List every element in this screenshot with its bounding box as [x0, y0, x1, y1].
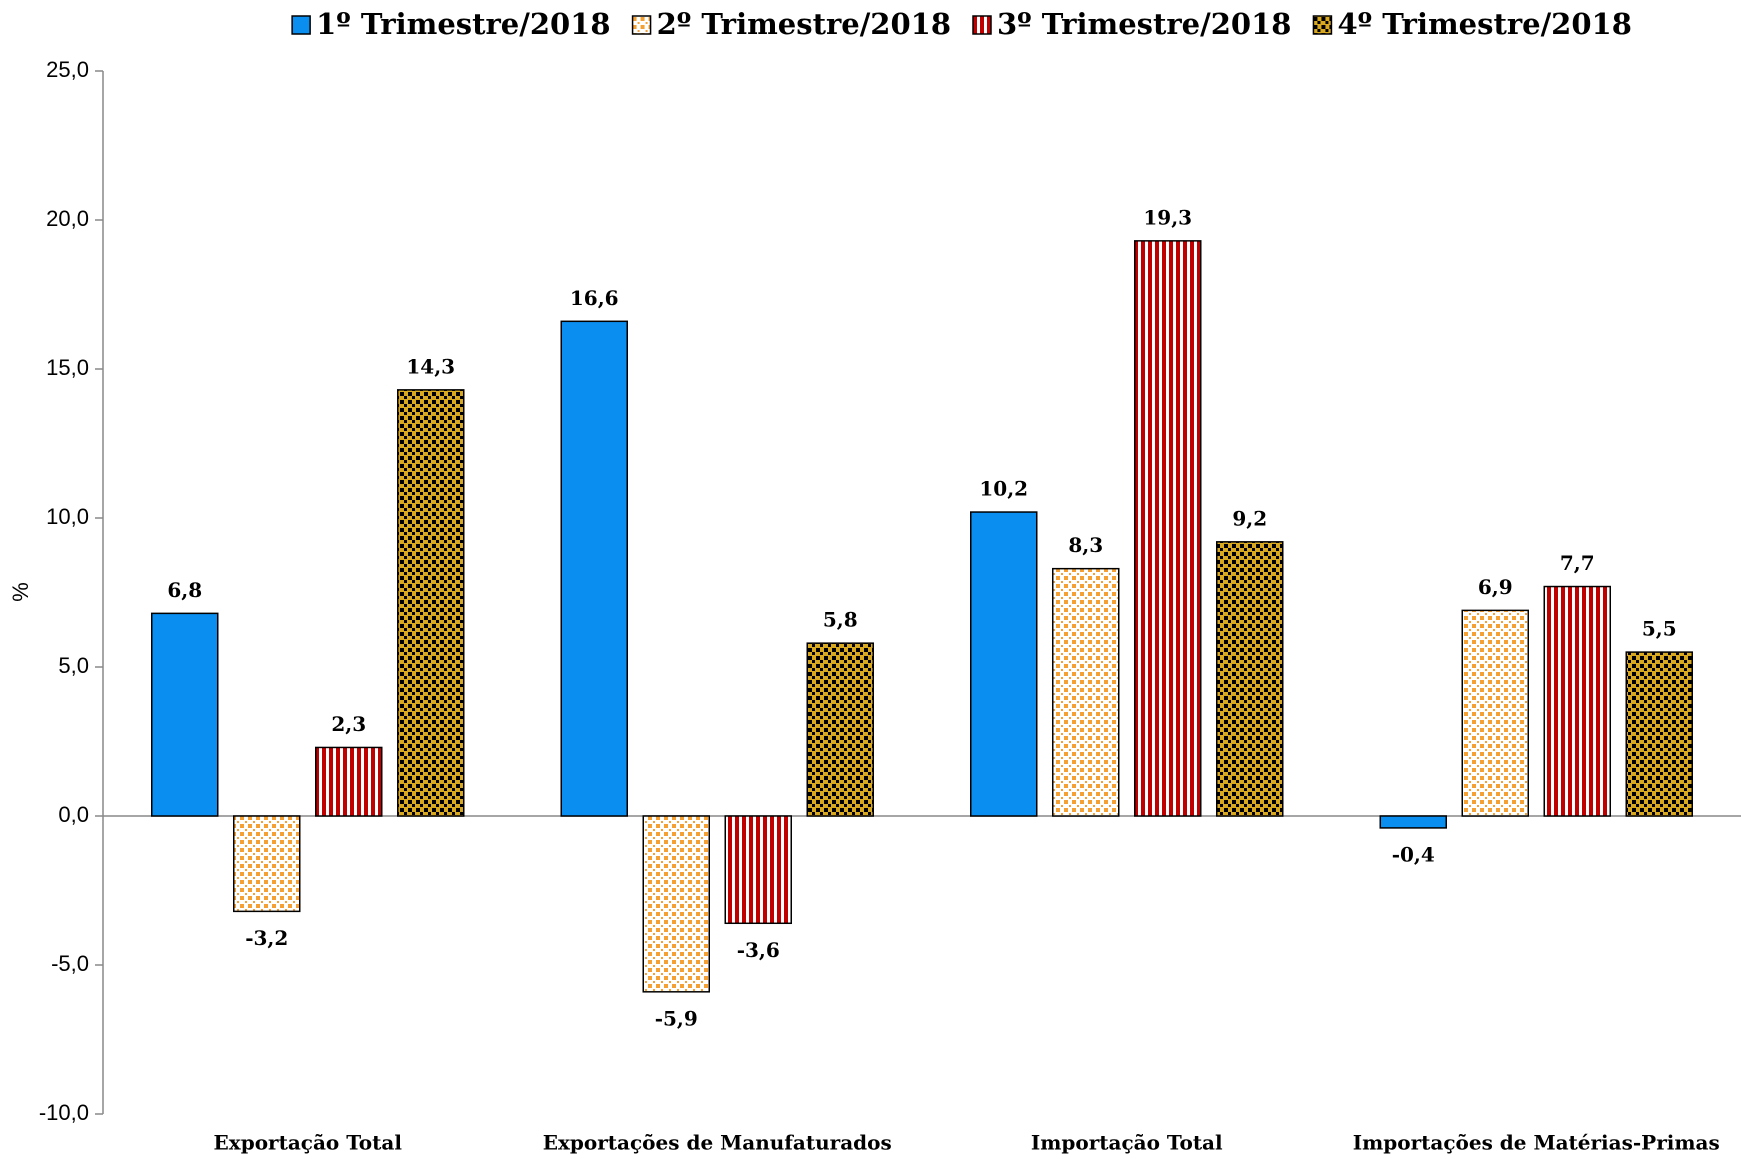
legend-swatch — [1312, 15, 1333, 35]
y-tick-label: 20,0 — [46, 206, 89, 231]
y-tick-label: 10,0 — [46, 504, 89, 529]
bar — [1461, 609, 1529, 817]
bar — [1134, 240, 1202, 817]
value-label: -3,2 — [245, 926, 288, 950]
x-tick-label: Exportação Total — [214, 1131, 403, 1155]
legend-label: 1º Trimestre/2018 — [316, 7, 610, 41]
y-tick-label: 25,0 — [46, 57, 89, 82]
legend-label: 3º Trimestre/2018 — [997, 7, 1291, 41]
x-tick-label: Exportações de Manufaturados — [543, 1131, 892, 1155]
y-axis-label: % — [8, 582, 33, 602]
value-label: 16,6 — [570, 286, 619, 310]
legend-label: 4º Trimestre/2018 — [1337, 7, 1631, 41]
legend-swatch — [972, 15, 992, 35]
bar — [1625, 651, 1693, 817]
bar — [315, 746, 383, 817]
value-label: 7,7 — [1560, 551, 1595, 575]
legend-swatch — [631, 15, 652, 35]
bar — [970, 511, 1038, 817]
legend-item: 3º Trimestre/2018 — [972, 7, 1291, 41]
x-tick-label: Importação Total — [1031, 1131, 1223, 1155]
value-label: 8,3 — [1068, 533, 1103, 557]
bar — [1379, 815, 1447, 829]
value-label: -5,9 — [655, 1006, 698, 1030]
legend-swatch — [291, 15, 311, 35]
bar — [397, 389, 465, 817]
bar — [560, 320, 628, 817]
bar — [724, 815, 792, 925]
value-label: 5,8 — [823, 608, 858, 632]
value-label: 19,3 — [1143, 205, 1192, 229]
value-label: 10,2 — [979, 477, 1028, 501]
legend-label: 2º Trimestre/2018 — [657, 7, 951, 41]
value-label: 6,9 — [1478, 575, 1513, 599]
value-label: 9,2 — [1232, 506, 1267, 530]
value-label: 5,5 — [1642, 617, 1677, 641]
y-tick-label: -5,0 — [51, 951, 89, 976]
bar — [151, 612, 219, 817]
value-label: 14,3 — [406, 354, 455, 378]
y-tick-label: 15,0 — [46, 355, 89, 380]
bar — [233, 815, 301, 913]
value-label: -0,4 — [1392, 842, 1435, 866]
bar — [1052, 567, 1120, 817]
y-tick-label: 0,0 — [58, 802, 89, 827]
bar — [1543, 585, 1611, 817]
legend-item: 1º Trimestre/2018 — [291, 7, 611, 41]
value-label: 2,3 — [331, 712, 366, 736]
value-label: 6,8 — [167, 578, 202, 602]
x-tick-label: Importações de Matérias-Primas — [1353, 1131, 1720, 1155]
legend-item: 2º Trimestre/2018 — [631, 7, 951, 41]
bar — [1216, 541, 1284, 817]
y-tick-label: 5,0 — [58, 653, 89, 678]
bar — [642, 815, 710, 993]
legend-item: 4º Trimestre/2018 — [1312, 7, 1632, 41]
value-label: -3,6 — [737, 938, 780, 962]
y-tick-label: -10,0 — [39, 1100, 89, 1125]
bar — [806, 642, 874, 817]
